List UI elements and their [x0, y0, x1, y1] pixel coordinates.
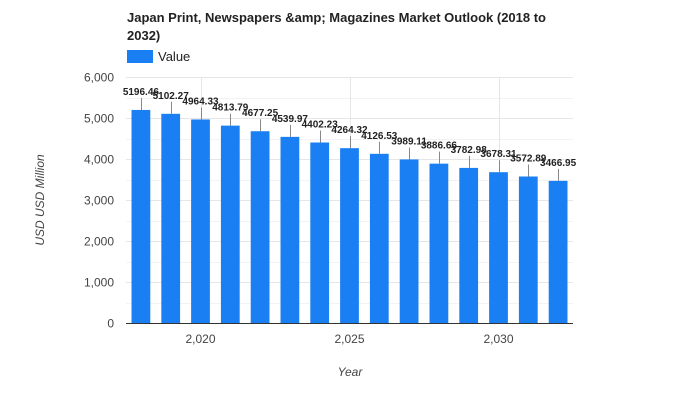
- x-axis-ticks: 2,020 2,025 2,030: [185, 332, 513, 346]
- data-label: 4813.79: [212, 103, 249, 114]
- bar[interactable]: [280, 136, 300, 323]
- bar[interactable]: [220, 125, 240, 323]
- y-tick-label: 6,000: [84, 71, 114, 85]
- bar[interactable]: [429, 163, 449, 323]
- x-tick-label: 2,020: [185, 332, 215, 346]
- data-label: 3886.66: [421, 141, 458, 152]
- x-tick-label: 2,025: [334, 332, 364, 346]
- data-label: 3782.98: [451, 145, 488, 156]
- y-tick-label: 2,000: [84, 235, 114, 249]
- data-label: 5196.46: [123, 87, 160, 98]
- data-label: 5102.27: [153, 91, 190, 102]
- bar[interactable]: [161, 113, 181, 323]
- data-label: 3678.31: [480, 149, 517, 160]
- y-axis-title: USD USD Million: [33, 154, 47, 246]
- legend-label: Value: [158, 49, 190, 64]
- data-label: 4264.32: [331, 125, 368, 136]
- legend-swatch: [127, 50, 153, 63]
- bar[interactable]: [489, 172, 508, 323]
- bar[interactable]: [250, 131, 270, 323]
- y-tick-label: 0: [107, 317, 114, 331]
- data-label: 3989.11: [391, 136, 427, 147]
- x-tick-label: 2,030: [483, 332, 513, 346]
- chart-title: Japan Print, Newspapers &amp; Magazines …: [127, 10, 546, 43]
- data-label: 4126.53: [361, 131, 398, 142]
- chart-title-line-2: 2032): [127, 28, 160, 43]
- bar[interactable]: [518, 176, 538, 323]
- data-label: 4539.97: [272, 114, 309, 125]
- bar[interactable]: [191, 119, 210, 324]
- bars: [131, 109, 568, 324]
- y-tick-label: 5,000: [84, 112, 114, 126]
- bar[interactable]: [548, 180, 568, 323]
- data-labels: 5196.465102.274964.334813.794677.254539.…: [123, 87, 577, 181]
- data-label: 4677.25: [242, 108, 279, 119]
- y-tick-label: 3,000: [84, 194, 114, 208]
- legend[interactable]: Value: [127, 49, 190, 64]
- y-tick-label: 4,000: [84, 153, 114, 167]
- bar[interactable]: [459, 167, 479, 323]
- y-axis-ticks: 0 1,000 2,000 3,000 4,000 5,000 6,000: [84, 71, 114, 331]
- bar[interactable]: [310, 142, 330, 323]
- bar[interactable]: [131, 109, 151, 324]
- y-tick-label: 1,000: [84, 276, 114, 290]
- bar[interactable]: [399, 159, 419, 323]
- bar[interactable]: [369, 153, 389, 323]
- data-label: 3466.95: [540, 158, 577, 169]
- chart-title-line-1: Japan Print, Newspapers &amp; Magazines …: [127, 10, 546, 25]
- data-label: 3572.89: [510, 154, 547, 165]
- bar[interactable]: [340, 148, 359, 323]
- data-label: 4964.33: [182, 96, 219, 107]
- x-axis-title: Year: [338, 365, 364, 379]
- data-label: 4402.23: [302, 120, 339, 131]
